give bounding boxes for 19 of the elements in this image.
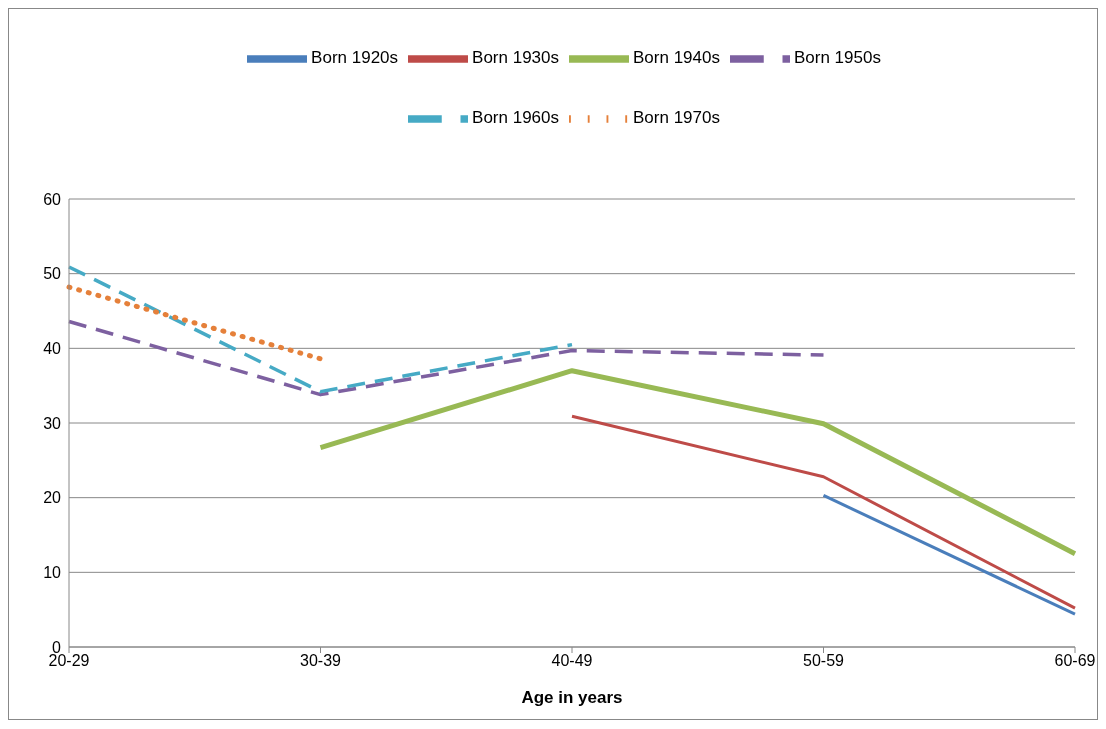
legend-label: Born 1920s bbox=[311, 48, 399, 68]
x-axis-title: Age in years bbox=[521, 688, 623, 707]
legend-label: Born 1970s bbox=[633, 108, 720, 128]
legend-label: Born 1930s bbox=[472, 48, 559, 68]
x-tick-label: 30-39 bbox=[300, 652, 342, 670]
legend-label: Born 1960s bbox=[472, 108, 559, 128]
x-tick-label: 60-69 bbox=[1054, 652, 1096, 670]
line-series bbox=[67, 319, 826, 397]
y-tick-label: 60 bbox=[43, 190, 62, 208]
legend-label: Born 1940s bbox=[633, 48, 720, 68]
y-tick-label: 40 bbox=[43, 340, 62, 358]
y-tick-label: 20 bbox=[43, 489, 62, 507]
legend-label: Born 1950s bbox=[793, 48, 881, 68]
x-tick-label: 50-59 bbox=[803, 652, 845, 670]
x-tick-label: 20-29 bbox=[48, 652, 90, 670]
x-tick-label: 40-49 bbox=[551, 652, 593, 670]
y-tick-label: 30 bbox=[43, 414, 62, 432]
y-tick-label: 10 bbox=[43, 564, 62, 582]
y-tick-label: 50 bbox=[43, 265, 62, 283]
